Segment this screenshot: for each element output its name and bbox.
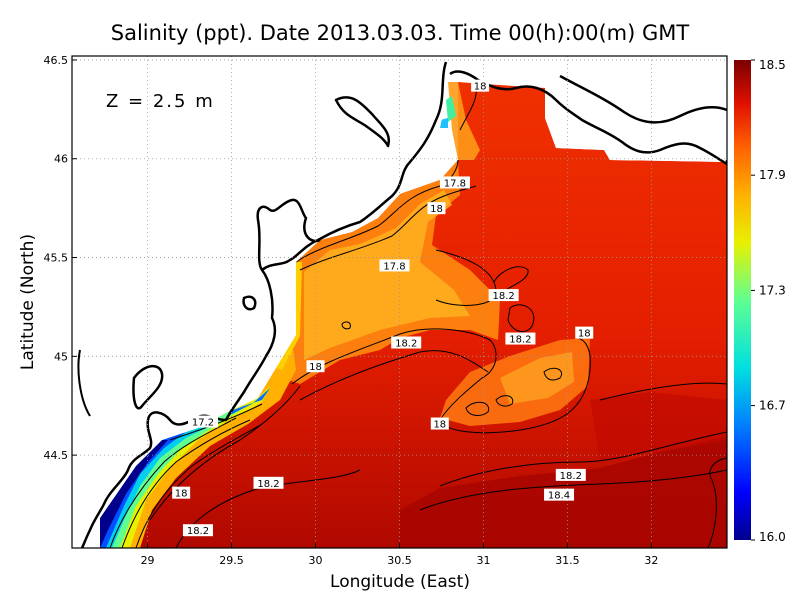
- contour-18-2-south: [439, 431, 727, 487]
- contour-label-box: [430, 417, 449, 430]
- contour-small-4: [341, 321, 351, 330]
- fresh-spot-north-2: [440, 118, 448, 128]
- coastline-ne-2: [559, 74, 727, 124]
- delta-island: [132, 365, 164, 410]
- coastline-main: [256, 61, 448, 272]
- colorbar: [734, 60, 751, 540]
- colorbar-tick-label: 17.3: [759, 283, 786, 297]
- contour-label: 18.2: [509, 335, 531, 346]
- y-axis-label: Latitude (North): [18, 234, 38, 370]
- salinity-field: [100, 82, 727, 548]
- land-mask-ne: [545, 56, 727, 162]
- contour-fresh-1: [109, 417, 237, 548]
- contour-label: 18.4: [548, 491, 570, 502]
- y-tick-label: 46.5: [44, 54, 69, 67]
- lagoon-north: [334, 96, 391, 148]
- contour-label-box: [471, 79, 490, 92]
- contour-label-box: [182, 524, 213, 537]
- contour-18-2-ne: [493, 266, 529, 297]
- band-blue: [100, 432, 186, 548]
- contour-label: 17.8: [444, 178, 466, 189]
- contour-18-west: [291, 328, 591, 434]
- y-tick-label: 45: [54, 350, 68, 363]
- colorbar-tick-label: 18.5: [759, 58, 786, 72]
- lagoon-west: [77, 349, 91, 417]
- band-lime: [100, 386, 270, 548]
- contour-label-box: [306, 360, 325, 373]
- x-tick-label: 31.5: [555, 554, 580, 567]
- contour-label: 17.2: [192, 418, 214, 429]
- contour-label-box: [188, 415, 218, 428]
- contour-labels: 18 17.8 18 17.8 18.2 18.2 18 18.2 18 18 17.2 18.2 18…: [172, 79, 594, 537]
- contour-label: 18: [578, 329, 591, 340]
- contour-18-coast-sw: [149, 385, 301, 521]
- axis-ticks: 29 29.5 30 30.5 31 31.5 32 44.5 45 45.5 46 46.5: [44, 54, 659, 567]
- contour-label: 18: [474, 82, 487, 93]
- fresh-spot-north: [446, 96, 456, 122]
- contour-label-box: [172, 486, 191, 499]
- contour-small-3: [543, 367, 562, 381]
- plume-river-north: [448, 82, 480, 160]
- x-tick-label: 30: [309, 554, 323, 567]
- contour-label-box: [391, 336, 422, 349]
- contour-label-box: [488, 289, 519, 302]
- colorbar-tick-label: 16.7: [759, 399, 786, 413]
- contour-18-east: [599, 382, 727, 401]
- contour-label-box: [555, 468, 586, 481]
- contour-label: 18: [309, 362, 322, 373]
- contour-label: 18: [175, 489, 188, 500]
- x-axis-label: Longitude (East): [330, 572, 470, 592]
- contour-small-1: [465, 401, 490, 416]
- band-coast-west: [276, 262, 302, 370]
- contour-label-box: [439, 176, 470, 189]
- coastline: [72, 56, 727, 548]
- x-tick-label: 31: [476, 554, 490, 567]
- land-mask: [72, 56, 448, 548]
- contour-label: 18: [433, 420, 446, 431]
- y-tick-label: 46: [54, 153, 68, 166]
- contour-18-north: [299, 185, 477, 271]
- depth-annotation: Z = 2.5 m: [106, 91, 215, 112]
- contour-18-2-loop: [507, 304, 535, 333]
- colorbar-ticks: 16.0 16.7 17.3 17.9 18.5: [751, 58, 786, 544]
- contour-label-box: [544, 488, 575, 501]
- contour-18-4-south: [419, 469, 727, 511]
- contour-label: 17.8: [383, 261, 405, 272]
- x-tick-label: 29.5: [219, 554, 244, 567]
- contour-label: 18.2: [560, 471, 582, 482]
- colorbar-tick-label: 17.9: [759, 168, 786, 182]
- contour-label: 18.2: [257, 479, 279, 490]
- saline-east: [590, 392, 727, 460]
- y-tick-label: 45.5: [44, 252, 69, 265]
- contour-label-box: [253, 476, 284, 489]
- contour-label-box: [575, 326, 594, 339]
- contour-east-edge: [707, 457, 727, 548]
- x-tick-label: 30.5: [387, 554, 412, 567]
- x-tick-label: 32: [644, 554, 658, 567]
- y-tick-label: 44.5: [44, 449, 69, 462]
- colorbar-tick-label: 16.0: [759, 530, 786, 544]
- island-small: [242, 295, 257, 311]
- plume-central-core: [500, 352, 574, 404]
- contour-label: 18.2: [395, 339, 417, 350]
- contour-label: 18: [430, 204, 443, 215]
- chart-title: Salinity (ppt). Date 2013.03.03. Time 00…: [111, 21, 690, 45]
- contour-18-2-center: [299, 350, 489, 401]
- contour-small-2: [495, 395, 514, 407]
- plume-core: [304, 190, 470, 360]
- contour-label-box: [379, 259, 410, 272]
- x-tick-label: 29: [141, 554, 155, 567]
- coastline-west: [80, 269, 277, 548]
- contour-fresh-2: [121, 419, 251, 548]
- contour-17-8: [295, 159, 459, 263]
- contour-label: 18.2: [187, 526, 209, 537]
- contour-label-box: [505, 332, 536, 345]
- contour-fresh-3: [135, 423, 263, 548]
- contour-label-box: [427, 202, 446, 215]
- contour-label: 18.2: [492, 291, 514, 302]
